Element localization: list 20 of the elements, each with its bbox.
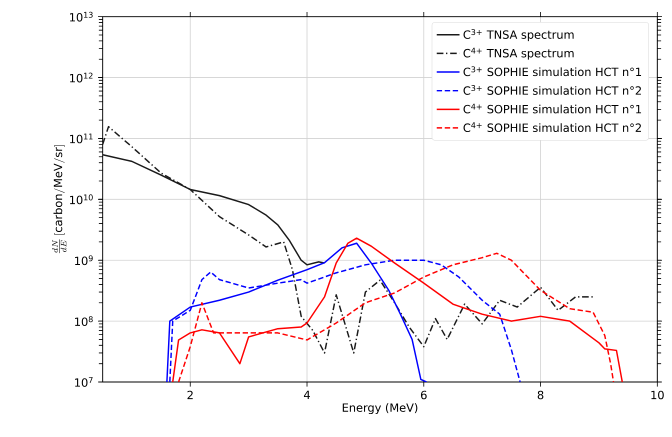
- y-tick-label: 10$^{12}$: [70, 72, 92, 82]
- y-tick-label: 10$^{13}$: [70, 12, 93, 22]
- y-tick-label: 10$^{7}$: [75, 377, 93, 387]
- y-tick-label: 10$^{11}$: [70, 134, 93, 144]
- y-tick-label: 10$^{10}$: [70, 194, 93, 204]
- legend-label: C$^{4+}$ SOPHIE simulation HCT n°2: [464, 122, 641, 132]
- x-tick-label: 4: [304, 390, 310, 399]
- x-tick-label: 2: [187, 390, 193, 400]
- legend-label: C$^{3+}$ TNSA spectrum: [464, 29, 574, 42]
- y-tick-label: 10$^{8}$: [75, 316, 93, 326]
- legend-label: C$^{3+}$ SOPHIE simulation HCT n°1: [464, 66, 642, 76]
- y-axis-title: $\frac{dN}{dE}\,[\mathrm{carbon/MeV/sr}]$: [52, 145, 66, 254]
- y-tick-label: 10$^{9}$: [75, 255, 93, 266]
- legend-label: C$^{4+}$ TNSA spectrum: [464, 48, 574, 60]
- legend-label: C$^{3+}$ SOPHIE simulation HCT n°2: [464, 85, 641, 95]
- x-axis-title: Energy (MeV): [342, 403, 418, 414]
- legend-label: C$^{4+}$ SOPHIE simulation HCT n°1: [464, 104, 642, 114]
- x-tick-label: 6: [420, 390, 427, 400]
- x-tick-label: 8: [538, 390, 544, 400]
- x-tick-label: 10: [651, 390, 664, 400]
